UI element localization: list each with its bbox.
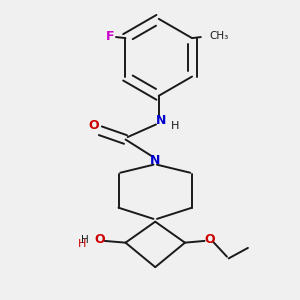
Text: CH₃: CH₃ — [209, 32, 229, 41]
Text: H: H — [81, 235, 89, 244]
Text: H: H — [78, 239, 86, 249]
Text: O: O — [204, 233, 215, 246]
Text: H: H — [171, 121, 180, 130]
Text: F: F — [105, 30, 114, 43]
Text: O: O — [94, 233, 105, 246]
Text: O: O — [89, 119, 99, 132]
Text: N: N — [150, 154, 160, 167]
Text: N: N — [156, 114, 167, 127]
